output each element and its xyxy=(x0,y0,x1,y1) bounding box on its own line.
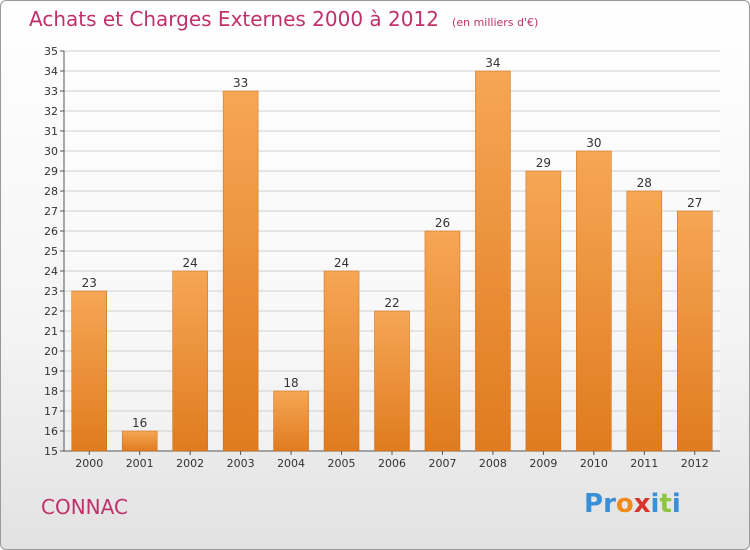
bar-value-label: 22 xyxy=(384,296,399,310)
bar-value-label: 30 xyxy=(586,136,601,150)
bar xyxy=(475,70,511,452)
bar xyxy=(374,310,410,452)
y-tick-label: 28 xyxy=(44,185,58,198)
x-tick-label: 2010 xyxy=(580,457,608,470)
chart-header: Achats et Charges Externes 2000 à 2012 (… xyxy=(29,7,538,31)
logo-letter: i xyxy=(671,489,681,519)
bar xyxy=(121,430,158,452)
y-tick-label: 34 xyxy=(44,65,58,78)
x-tick-label: 2001 xyxy=(126,457,154,470)
bar xyxy=(424,230,461,452)
bar-value-label: 23 xyxy=(82,276,97,290)
y-tick-label: 17 xyxy=(44,405,58,418)
bar-value-label: 24 xyxy=(334,256,349,270)
commune-name: CONNAC xyxy=(41,495,128,519)
bar-value-label: 28 xyxy=(637,176,652,190)
x-tick-label: 2009 xyxy=(529,457,557,470)
bar xyxy=(576,150,612,452)
y-tick-label: 30 xyxy=(44,145,58,158)
y-tick-label: 20 xyxy=(44,345,58,358)
y-tick-label: 15 xyxy=(44,445,58,458)
y-tick-label: 21 xyxy=(44,325,58,338)
y-tick-label: 16 xyxy=(44,425,58,438)
bar xyxy=(525,170,562,452)
bar xyxy=(323,270,360,452)
bar-value-label: 29 xyxy=(536,156,551,170)
y-tick-label: 27 xyxy=(44,205,58,218)
bar xyxy=(626,190,663,452)
logo-letter: t xyxy=(659,489,672,519)
y-tick-label: 35 xyxy=(44,45,58,58)
logo-letter: x xyxy=(633,489,651,519)
bar-value-label: 24 xyxy=(183,256,198,270)
y-tick-label: 19 xyxy=(44,365,58,378)
x-tick-label: 2008 xyxy=(479,457,507,470)
y-tick-label: 31 xyxy=(44,125,58,138)
bar-value-label: 27 xyxy=(687,196,702,210)
y-tick-label: 25 xyxy=(44,245,58,258)
bar-value-label: 34 xyxy=(485,56,500,70)
y-tick-label: 33 xyxy=(44,85,58,98)
x-tick-label: 2012 xyxy=(681,457,709,470)
chart-title: Achats et Charges Externes 2000 à 2012 xyxy=(29,7,439,31)
x-tick-label: 2003 xyxy=(227,457,255,470)
logo-letter: o xyxy=(615,489,634,519)
bar xyxy=(677,210,713,452)
proxiti-logo: Proxiti xyxy=(584,489,681,519)
x-tick-label: 2002 xyxy=(176,457,204,470)
bar xyxy=(71,290,107,452)
x-tick-label: 2006 xyxy=(378,457,406,470)
bar-value-label: 16 xyxy=(132,416,147,430)
bar-value-label: 18 xyxy=(283,376,298,390)
x-tick-label: 2007 xyxy=(428,457,456,470)
y-tick-label: 18 xyxy=(44,385,58,398)
bar xyxy=(172,270,208,452)
bar xyxy=(222,90,259,452)
logo-letter: r xyxy=(603,489,616,519)
y-tick-label: 32 xyxy=(44,105,58,118)
x-tick-label: 2000 xyxy=(75,457,103,470)
bar-value-label: 33 xyxy=(233,76,248,90)
logo-letter: P xyxy=(584,489,604,519)
bar-value-label: 26 xyxy=(435,216,450,230)
chart-subtitle: (en milliers d'€) xyxy=(452,16,539,29)
y-tick-label: 23 xyxy=(44,285,58,298)
y-tick-label: 29 xyxy=(44,165,58,178)
logo-letter: i xyxy=(650,489,660,519)
y-tick-label: 22 xyxy=(44,305,58,318)
bar xyxy=(273,390,309,452)
x-tick-label: 2011 xyxy=(630,457,658,470)
x-tick-label: 2005 xyxy=(328,457,356,470)
y-tick-label: 24 xyxy=(44,265,58,278)
y-tick-label: 26 xyxy=(44,225,58,238)
x-tick-label: 2004 xyxy=(277,457,305,470)
